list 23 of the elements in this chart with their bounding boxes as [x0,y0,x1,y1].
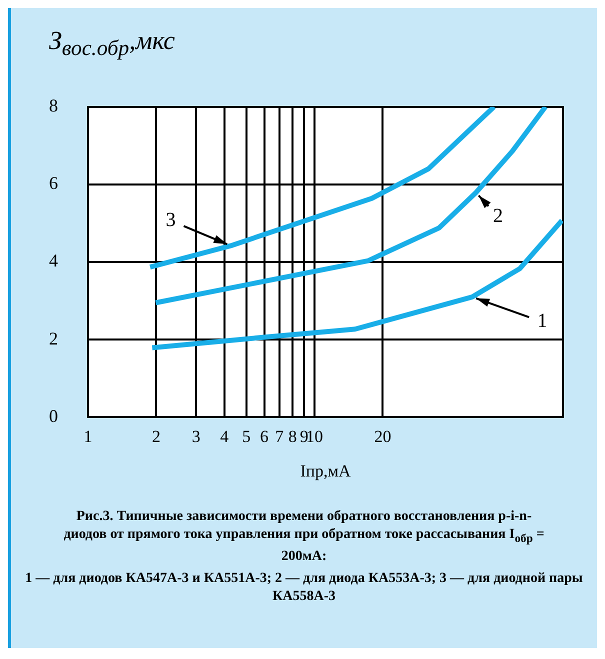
y-axis-title: З$_{вос.обр}$,мкс [49,26,175,60]
text: 1 — для диодов КА547А-3 и КА551А-3; 2 — для диода КА553А-3; 3 — для диодной пары КА558А-3 [24,570,584,606]
chart-title: Рис.3. Типичные зависимости времени обратного восстановления p-i-n-диодов от прямого тока управления при обратном токе рассасывания I$_{обр}$ = 200мА: [64,509,544,564]
x-tick-label: 6 [260,426,269,446]
x-tick-label: 5 [242,426,251,446]
x-tick-label: 7 [275,426,284,446]
y-tick-label: 4 [49,250,58,271]
y-tick-label: 2 [49,328,58,348]
y-tick-label: 6 [49,173,58,194]
series-label: 2 [492,204,503,227]
x-tick-label: 20 [374,426,392,446]
x-axis-title: Iпр,мА [300,461,352,480]
text: 1 [537,310,548,332]
x-tick-label: 9 [300,426,308,446]
y-tick-label: 8 [49,96,58,116]
y-tick-label: 0 [49,406,58,426]
x-tick-label: 2 [152,426,160,446]
x-tick-label: 10 [306,426,324,446]
x-tick-label: 1 [84,426,92,446]
series-label: 3 [166,208,176,231]
x-tick-label: 3 [192,426,200,446]
x-tick-label: 8 [288,426,297,446]
x-tick-label: 4 [220,426,230,446]
